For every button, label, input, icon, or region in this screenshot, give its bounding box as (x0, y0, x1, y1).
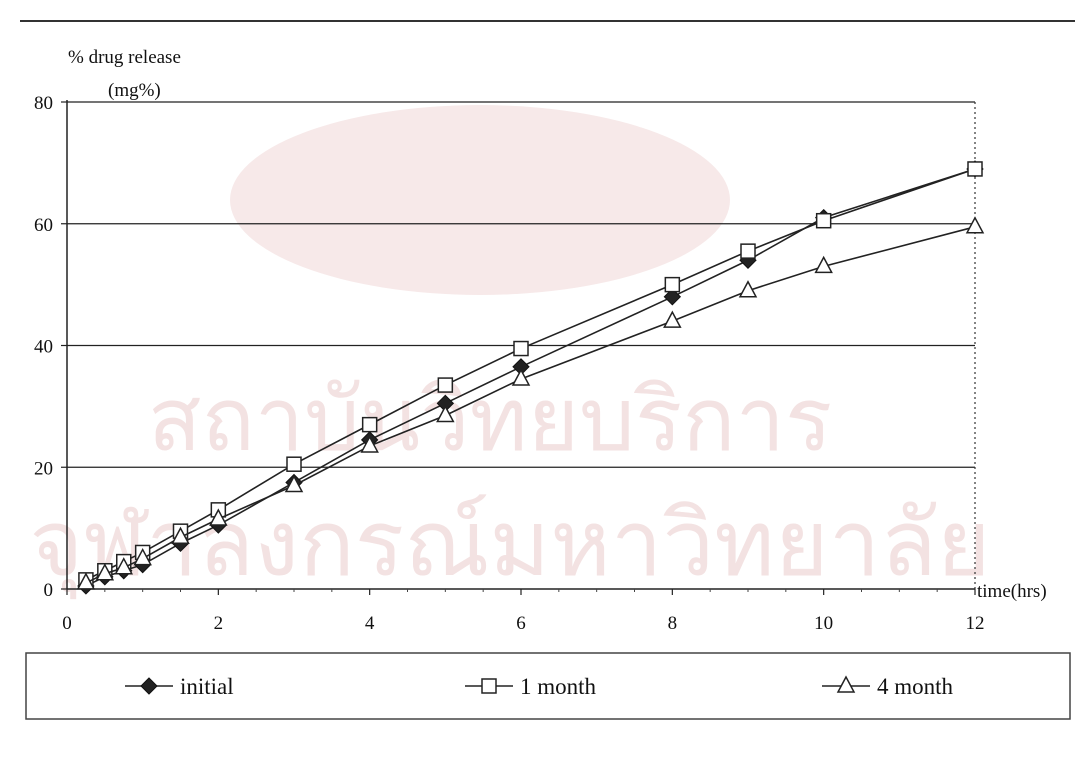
legend-swatch-marker (140, 677, 158, 695)
data-point-4-month (738, 280, 758, 298)
x-tick-label: 2 (214, 613, 224, 634)
data-point-4-month (284, 474, 304, 493)
x-tick-label: 0 (62, 613, 72, 634)
x-tick-label: 8 (668, 613, 678, 634)
data-point-4-month (171, 526, 190, 545)
legend-label: 4 month (877, 674, 954, 699)
data-point-4-month (436, 404, 455, 423)
x-tick-label: 12 (966, 613, 985, 634)
data-point-4-month (95, 563, 115, 581)
legend-item-1-month: 1 month (465, 674, 597, 699)
data-point-4-month (965, 216, 985, 234)
watermark-line-2: จุฬาลงกรณ์มหาวิทยาลัย (29, 490, 990, 600)
watermark-line-1: สถาบันวิทยบริการ (148, 368, 833, 471)
series-4-month (76, 216, 985, 590)
data-point-1-month (513, 340, 529, 357)
y-tick-label: 80 (34, 93, 53, 114)
x-tick-label: 4 (365, 613, 375, 634)
legend-box (25, 652, 1071, 720)
y-tick-label: 40 (34, 337, 53, 358)
data-point-1-month (967, 161, 983, 177)
data-point-1-month (664, 276, 681, 293)
data-point-1-month (286, 456, 302, 472)
data-point-4-month (114, 557, 133, 575)
y-tick-label: 60 (34, 215, 53, 236)
data-point-4-month (76, 572, 96, 590)
data-point-4-month (814, 255, 833, 274)
data-point-1-month (815, 212, 832, 229)
y-tick-label: 20 (34, 458, 53, 479)
x-tick-label: 10 (814, 613, 833, 634)
y-tick-label: 0 (44, 580, 54, 601)
y-axis-title-line-2: (mg%) (108, 80, 161, 101)
data-point-initial (663, 288, 682, 306)
legend-swatch-marker (836, 675, 856, 693)
legend: initial 1 month 4 month (25, 652, 1071, 720)
data-point-1-month (361, 416, 378, 433)
legend-item-4-month: 4 month (822, 674, 954, 699)
series-1-month (78, 161, 983, 588)
data-point-4-month (360, 435, 379, 453)
data-point-1-month (437, 377, 454, 393)
watermark-emblem (230, 105, 730, 295)
legend-label: 1 month (520, 674, 597, 699)
x-tick-label: 6 (516, 613, 526, 634)
data-point-1-month (740, 243, 756, 259)
series-layer (76, 160, 985, 595)
legend-swatch-marker (481, 678, 497, 694)
data-point-4-month (209, 508, 228, 526)
watermark: สถาบันวิทยบริการ จุฬาลงกรณ์มหาวิทยาลัย (29, 105, 991, 600)
data-point-4-month (663, 310, 682, 328)
y-axis-title-line-1: % drug release (68, 47, 181, 68)
data-point-4-month (133, 547, 152, 566)
legend-item-initial: initial (125, 674, 234, 699)
axes: 0 2 4 6 8 10 12 0 20 40 60 80 (34, 93, 985, 634)
legend-label: initial (180, 674, 234, 699)
x-axis-title: time(hrs) (977, 581, 1047, 602)
data-point-4-month (511, 368, 531, 386)
